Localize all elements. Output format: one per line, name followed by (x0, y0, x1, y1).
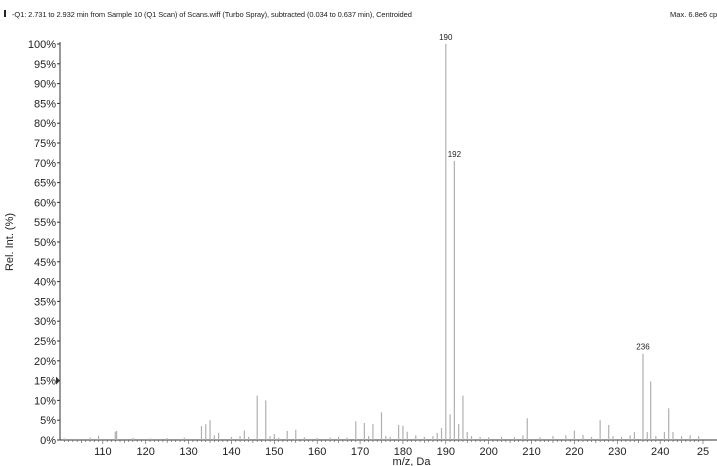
peak-label: 236 (636, 343, 650, 352)
y-tick-label: 0% (40, 435, 56, 447)
peak-label: 190 (439, 33, 453, 42)
y-tick-label: 25% (34, 336, 56, 348)
y-tick-label: 45% (34, 257, 56, 269)
x-tick-label: 140 (222, 446, 240, 458)
y-tick-label: 35% (34, 296, 56, 308)
y-tick-label: 95% (34, 59, 56, 71)
y-tick-label: 5% (40, 415, 56, 427)
y-tick-label: 30% (34, 316, 56, 328)
y-tick-label: 65% (34, 178, 56, 190)
y-tick-label: 40% (34, 277, 56, 289)
y-tick-label: 90% (34, 79, 56, 91)
x-tick-label: 230 (608, 446, 626, 458)
x-tick-label: 200 (479, 446, 497, 458)
x-axis: 110 120 130 140 150 160 170 180 190 200 210 220 230 2… (60, 439, 717, 466)
spectrum-header: -Q1: 2.731 to 2.932 min from Sample 10 (… (0, 0, 717, 22)
y-tick-label: 75% (34, 138, 56, 150)
y-tick-label: 80% (34, 118, 56, 130)
x-axis-title: m/z, Da (393, 456, 432, 466)
peak-series (63, 44, 700, 440)
x-tick-label: 220 (565, 446, 583, 458)
y-axis-marker-icon (56, 376, 60, 385)
y-axis: 0% 5% 10% 15% 20% 25% 30% 35% 40% 45% 50% 55% 60% 65%… (4, 39, 61, 447)
x-tick-label: 160 (308, 446, 326, 458)
x-tick-label: 150 (265, 446, 283, 458)
header-marker-icon (4, 10, 6, 17)
y-tick-label: 85% (34, 98, 56, 110)
y-axis-title: Rel. Int. (%) (4, 213, 16, 271)
y-tick-label: 50% (34, 237, 56, 249)
y-tick-label: 70% (34, 158, 56, 170)
y-tick-label: 20% (34, 356, 56, 368)
spectrum-description: -Q1: 2.731 to 2.932 min from Sample 10 (… (12, 10, 412, 19)
x-tick-label: 240 (651, 446, 669, 458)
x-tick-label: 210 (522, 446, 540, 458)
y-tick-label: 15% (34, 376, 56, 388)
peak-label: 192 (448, 150, 462, 159)
y-tick-label: 60% (34, 197, 56, 209)
x-tick-label: 120 (137, 446, 155, 458)
x-tick-label: 130 (179, 446, 197, 458)
y-tick-label: 10% (34, 395, 56, 407)
x-tick-label: 180 (394, 446, 412, 458)
y-tick-label: 55% (34, 217, 56, 229)
x-tick-label: 170 (351, 446, 369, 458)
x-tick-label: 25 (697, 446, 709, 458)
x-tick-label: 110 (94, 446, 112, 458)
peak-labels: 190 192 236 (439, 33, 650, 352)
x-tick-label: 190 (437, 446, 455, 458)
max-intensity-label: Max. 6.8e6 cps. (670, 10, 717, 19)
y-tick-label: 100% (28, 39, 56, 51)
